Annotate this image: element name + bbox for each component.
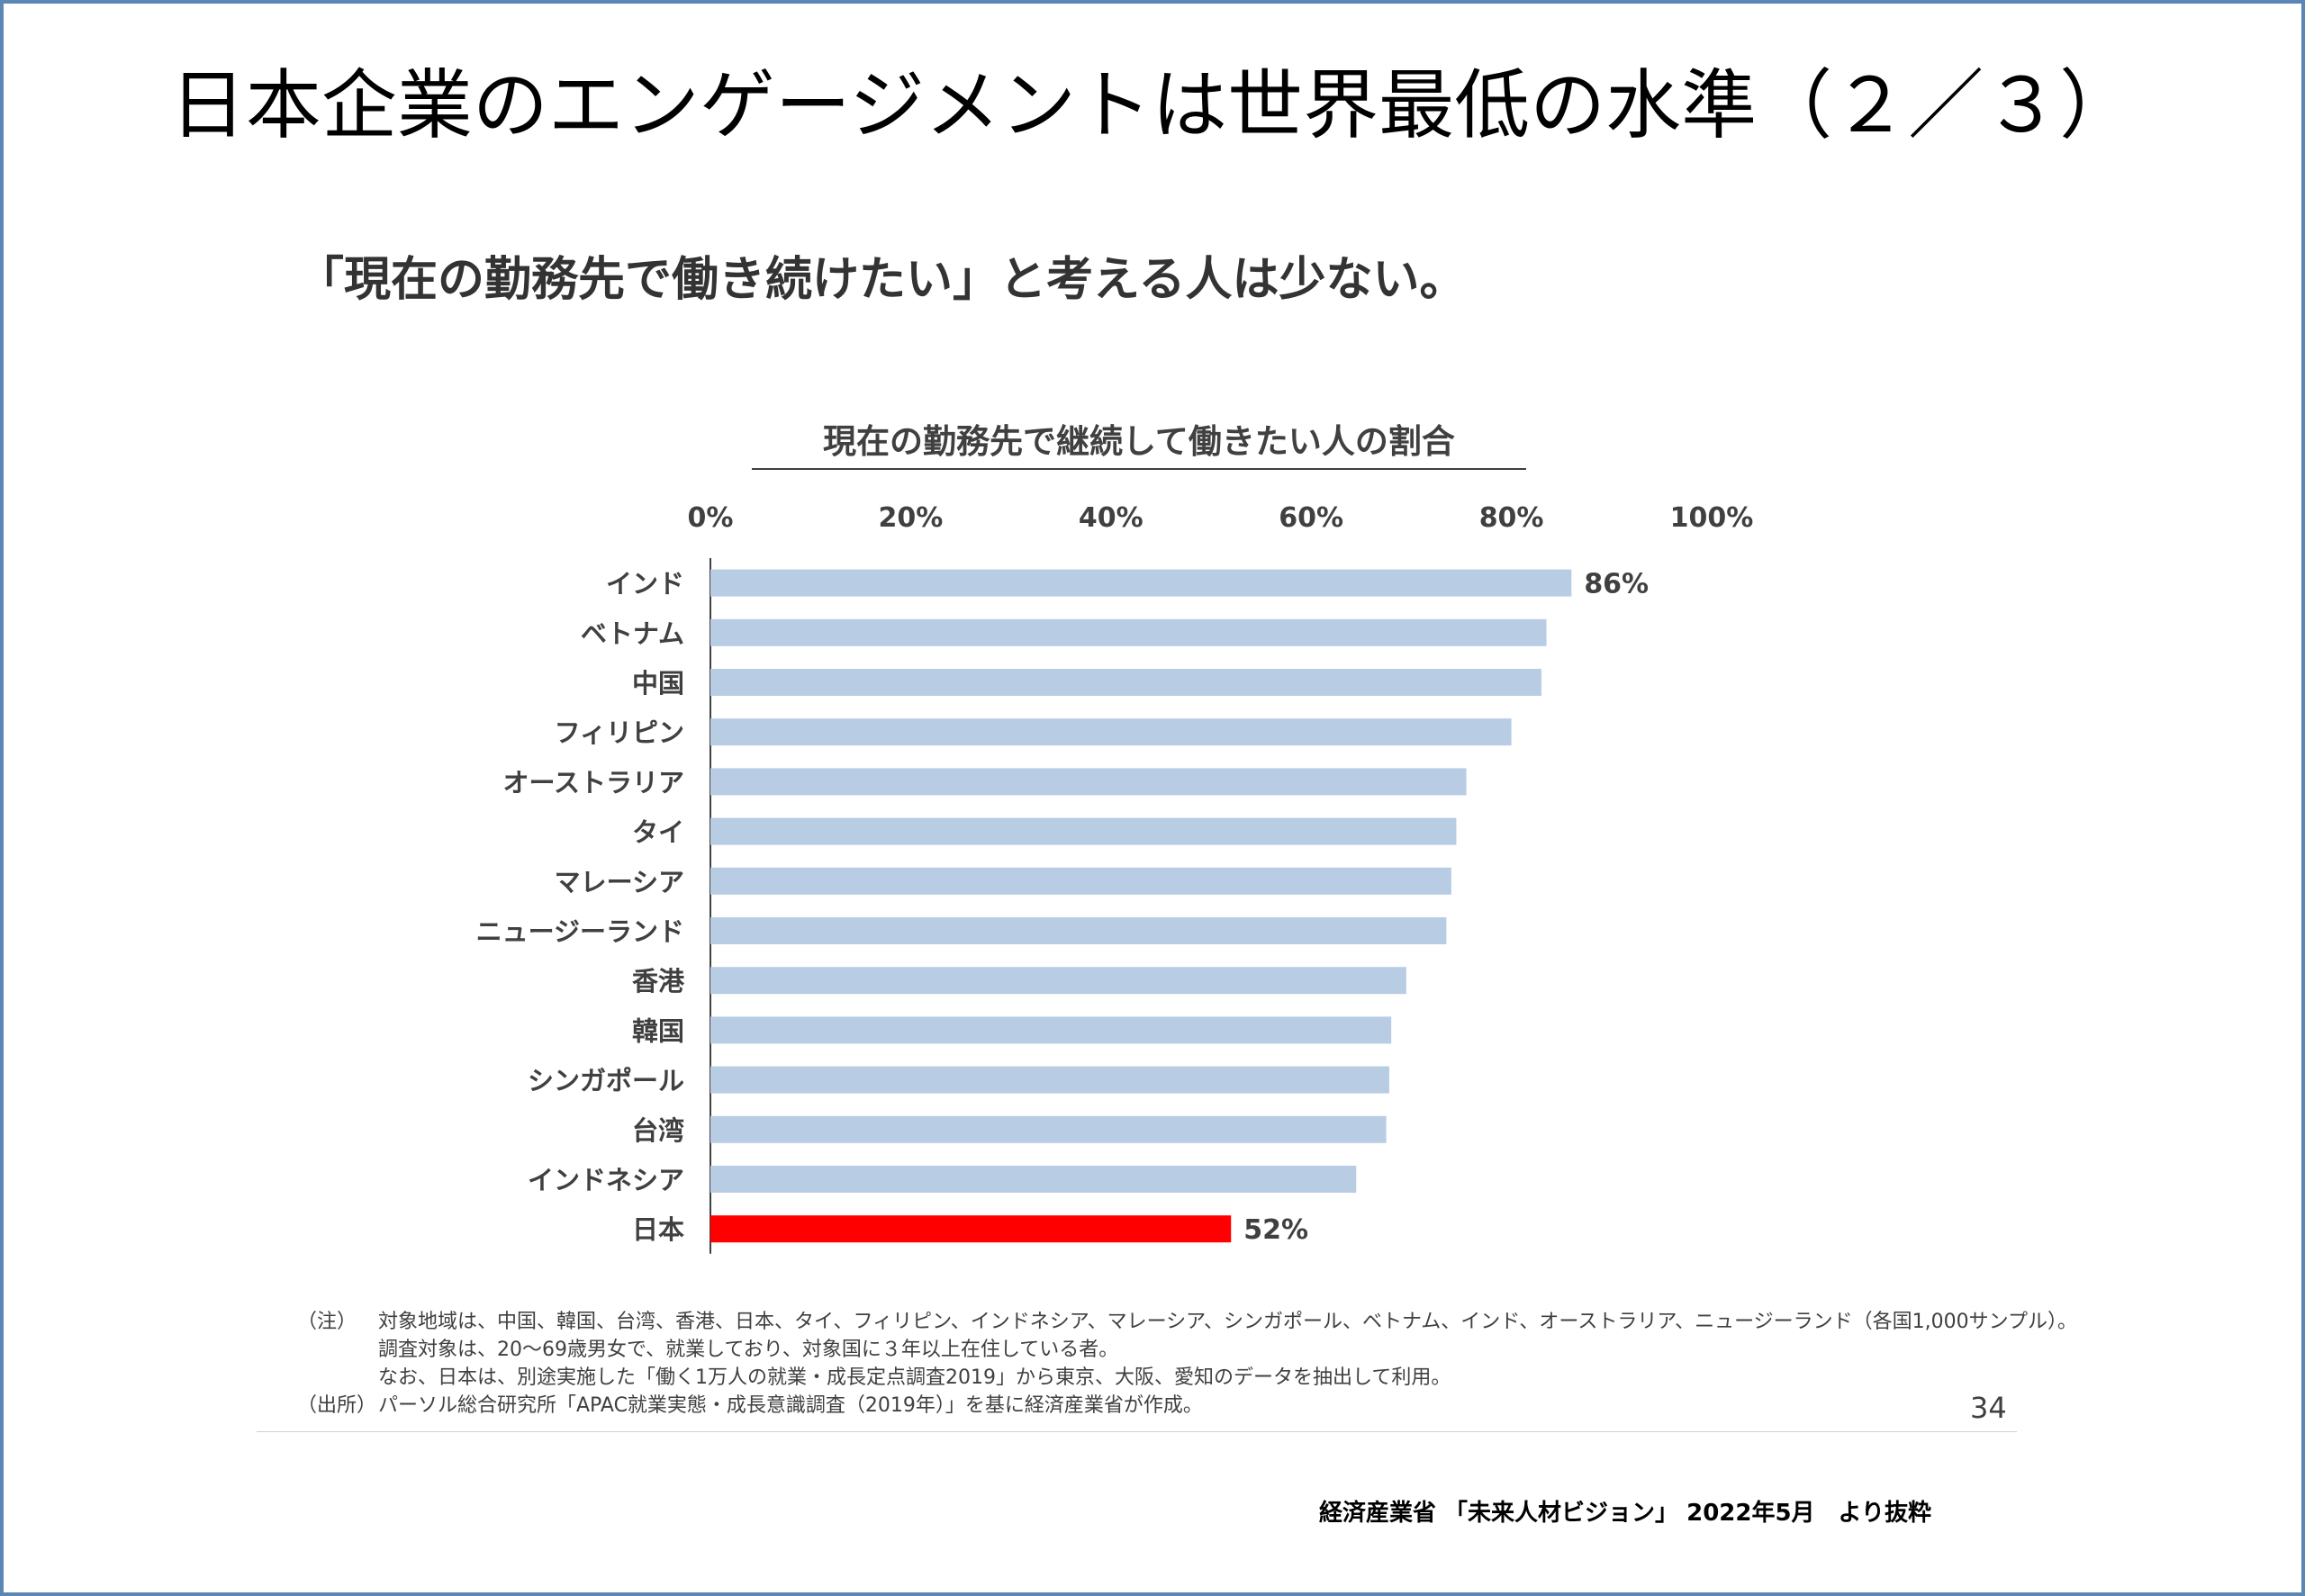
category-label: オーストラリア	[502, 767, 684, 798]
bar	[710, 1115, 1387, 1143]
category-label: シンガポール	[528, 1066, 684, 1096]
category-label: マレーシア	[555, 867, 684, 897]
page-number: 34	[1970, 1391, 2007, 1425]
x-tick-label: 40%	[1079, 502, 1143, 534]
chart-title-underline	[752, 468, 1526, 470]
footer-source: 経済産業省 「未来人材ビジョン」 2022年5月 より抜粋	[1319, 1500, 1932, 1527]
note-row-3: なお、日本は、別途実施した「働く1万人の就業・成長定点調査2019」から東京、大…	[297, 1364, 2077, 1392]
category-label: ベトナム	[581, 618, 684, 649]
bar	[710, 768, 1467, 796]
note-line-1: 対象地域は、中国、韓国、台湾、香港、日本、タイ、フィリピン、インドネシア、マレー…	[378, 1311, 2078, 1333]
slide-subtitle: 「現在の勤務先で働き続けたい」と考える人は少ない。	[297, 253, 1467, 307]
category-label: ニュージーランド	[476, 916, 684, 947]
category-label: 韓国	[632, 1015, 684, 1046]
bar	[710, 967, 1406, 995]
bar	[710, 718, 1512, 746]
bar	[710, 1016, 1392, 1044]
category-label: 日本	[632, 1214, 684, 1245]
bar	[710, 618, 1547, 646]
note-row-1: （注） 対象地域は、中国、韓国、台湾、香港、日本、タイ、フィリピン、インドネシア…	[297, 1308, 2077, 1336]
bar	[710, 867, 1451, 895]
category-label: 中国	[632, 668, 684, 699]
bar	[710, 1215, 1232, 1243]
category-label: 台湾	[632, 1115, 684, 1146]
footer-divider	[257, 1431, 2017, 1432]
x-tick-label: 0%	[688, 502, 734, 534]
bar	[710, 1166, 1357, 1193]
x-tick-label: 100%	[1670, 502, 1754, 534]
data-label: 86%	[1584, 569, 1649, 600]
data-label: 52%	[1243, 1214, 1308, 1246]
note-line-2: 調査対象は、20～69歳男女で、就業しており、対象国に３年以上在住している者。	[378, 1339, 1119, 1361]
source-label: （出所）	[297, 1394, 377, 1417]
footnotes: （注） 対象地域は、中国、韓国、台湾、香港、日本、タイ、フィリピン、インドネシア…	[297, 1308, 2077, 1420]
bar	[710, 917, 1447, 944]
source-row: （出所） パーソル総合研究所「APAC就業実態・成長意識調査（2019年）」を基…	[297, 1392, 2077, 1420]
bar	[710, 669, 1541, 696]
category-label: フィリピン	[555, 717, 684, 748]
category-label: 香港	[632, 966, 685, 996]
bar	[710, 569, 1572, 597]
category-label: インドネシア	[528, 1165, 684, 1195]
note-label: （注）	[297, 1311, 357, 1333]
note-line-3: なお、日本は、別途実施した「働く1万人の就業・成長定点調査2019」から東京、大…	[378, 1366, 1451, 1389]
note-row-2: 調査対象は、20～69歳男女で、就業しており、対象国に３年以上在住している者。	[297, 1336, 2077, 1364]
slide-title: 日本企業のエンゲージメントは世界最低の水準（２／３）	[169, 61, 2136, 149]
x-tick-label: 20%	[878, 502, 943, 534]
bar	[710, 817, 1457, 845]
x-tick-label: 80%	[1479, 502, 1544, 534]
chart-title: 現在の勤務先で継続して働きたい人の割合	[823, 422, 1455, 461]
source-line: パーソル総合研究所「APAC就業実態・成長意識調査（2019年）」を基に経済産業…	[378, 1394, 1203, 1417]
category-label: タイ	[632, 817, 684, 848]
category-label: インド	[606, 569, 684, 600]
bar	[710, 1066, 1389, 1094]
x-tick-label: 60%	[1279, 502, 1343, 534]
